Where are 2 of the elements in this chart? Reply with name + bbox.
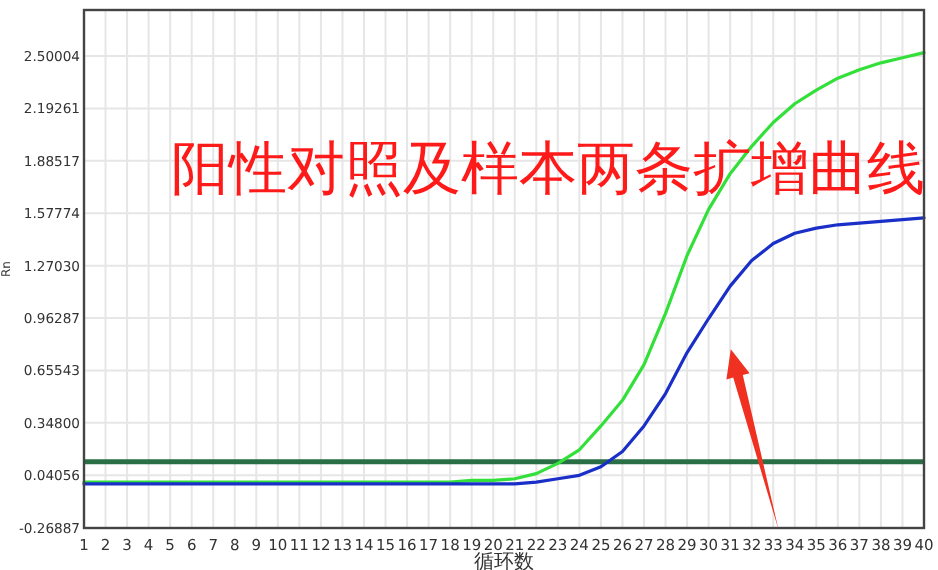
- line-series: [82, 51, 926, 484]
- line-series: [82, 216, 926, 486]
